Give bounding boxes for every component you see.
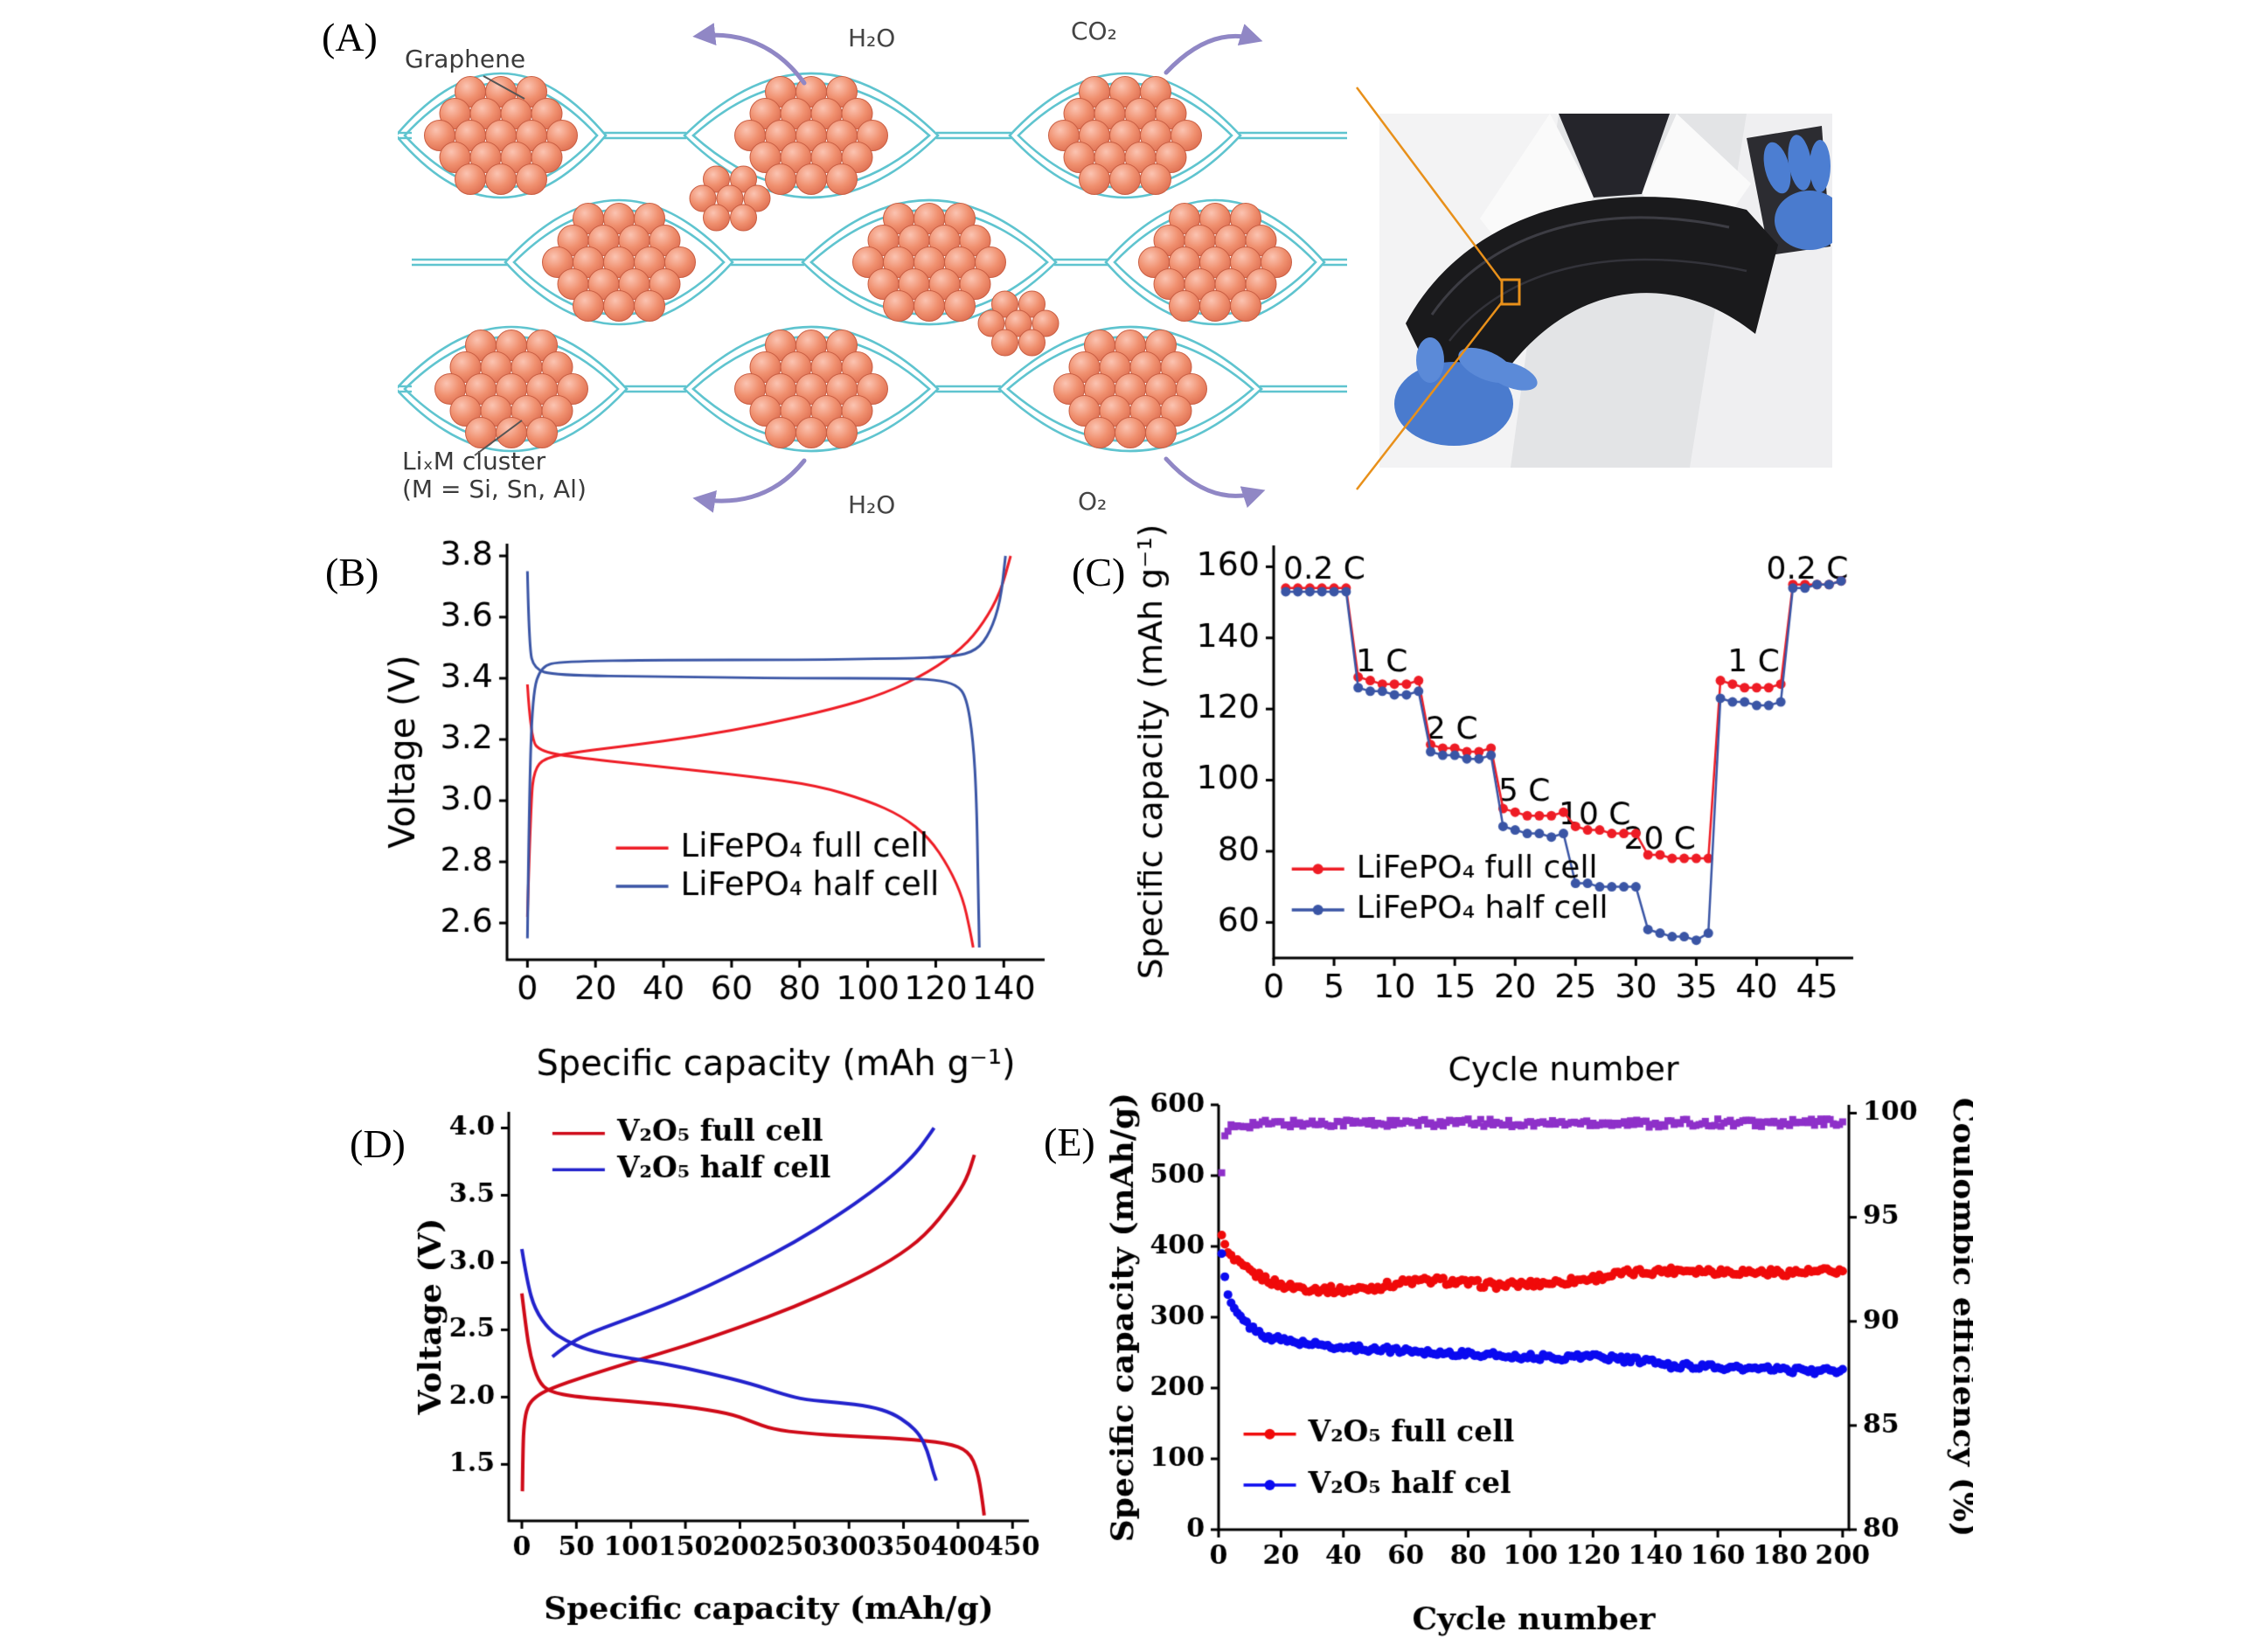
h2o-bottom-label: H₂O (848, 490, 895, 519)
co2-label: CO₂ (1071, 17, 1117, 45)
panel-c-chart (1123, 517, 1879, 1096)
panel-b-chart (376, 524, 1075, 1091)
lixm-cluster-label: LiₓM cluster (402, 447, 546, 475)
photo-flexible-film (1379, 114, 1832, 468)
h2o-top-label: H₂O (848, 24, 895, 52)
o2-label: O₂ (1078, 487, 1107, 516)
o2-arrow (1164, 456, 1266, 509)
lixm-clusters (424, 76, 1292, 448)
panel-a-label: (A) (322, 15, 378, 59)
lixm-cluster-sublabel: (M = Si, Sn, Al) (402, 475, 587, 503)
h2o-bottom-arrow (692, 458, 807, 513)
right-hand-film (1747, 126, 1832, 255)
panel-e-chart (1094, 1089, 1973, 1645)
graphene-schematic: H₂O CO₂ H₂O O₂ Graphene LiₓM cluster (M … (398, 17, 1347, 519)
graphene-pointer-line (483, 75, 525, 100)
co2-arrow (1164, 24, 1263, 75)
h2o-top-arrow (692, 23, 807, 86)
panel-d-label: (D) (350, 1121, 406, 1166)
graphene-label: Graphene (405, 45, 525, 73)
dark-shirt (1559, 114, 1670, 198)
panel-d-chart (402, 1098, 1059, 1635)
lixm-pointer-line (474, 420, 523, 456)
zoom-region-rect (1500, 278, 1521, 306)
gas-arrows (692, 23, 1266, 513)
panel-c-label: (C) (1072, 550, 1126, 594)
panel-b-label: (B) (325, 550, 379, 594)
